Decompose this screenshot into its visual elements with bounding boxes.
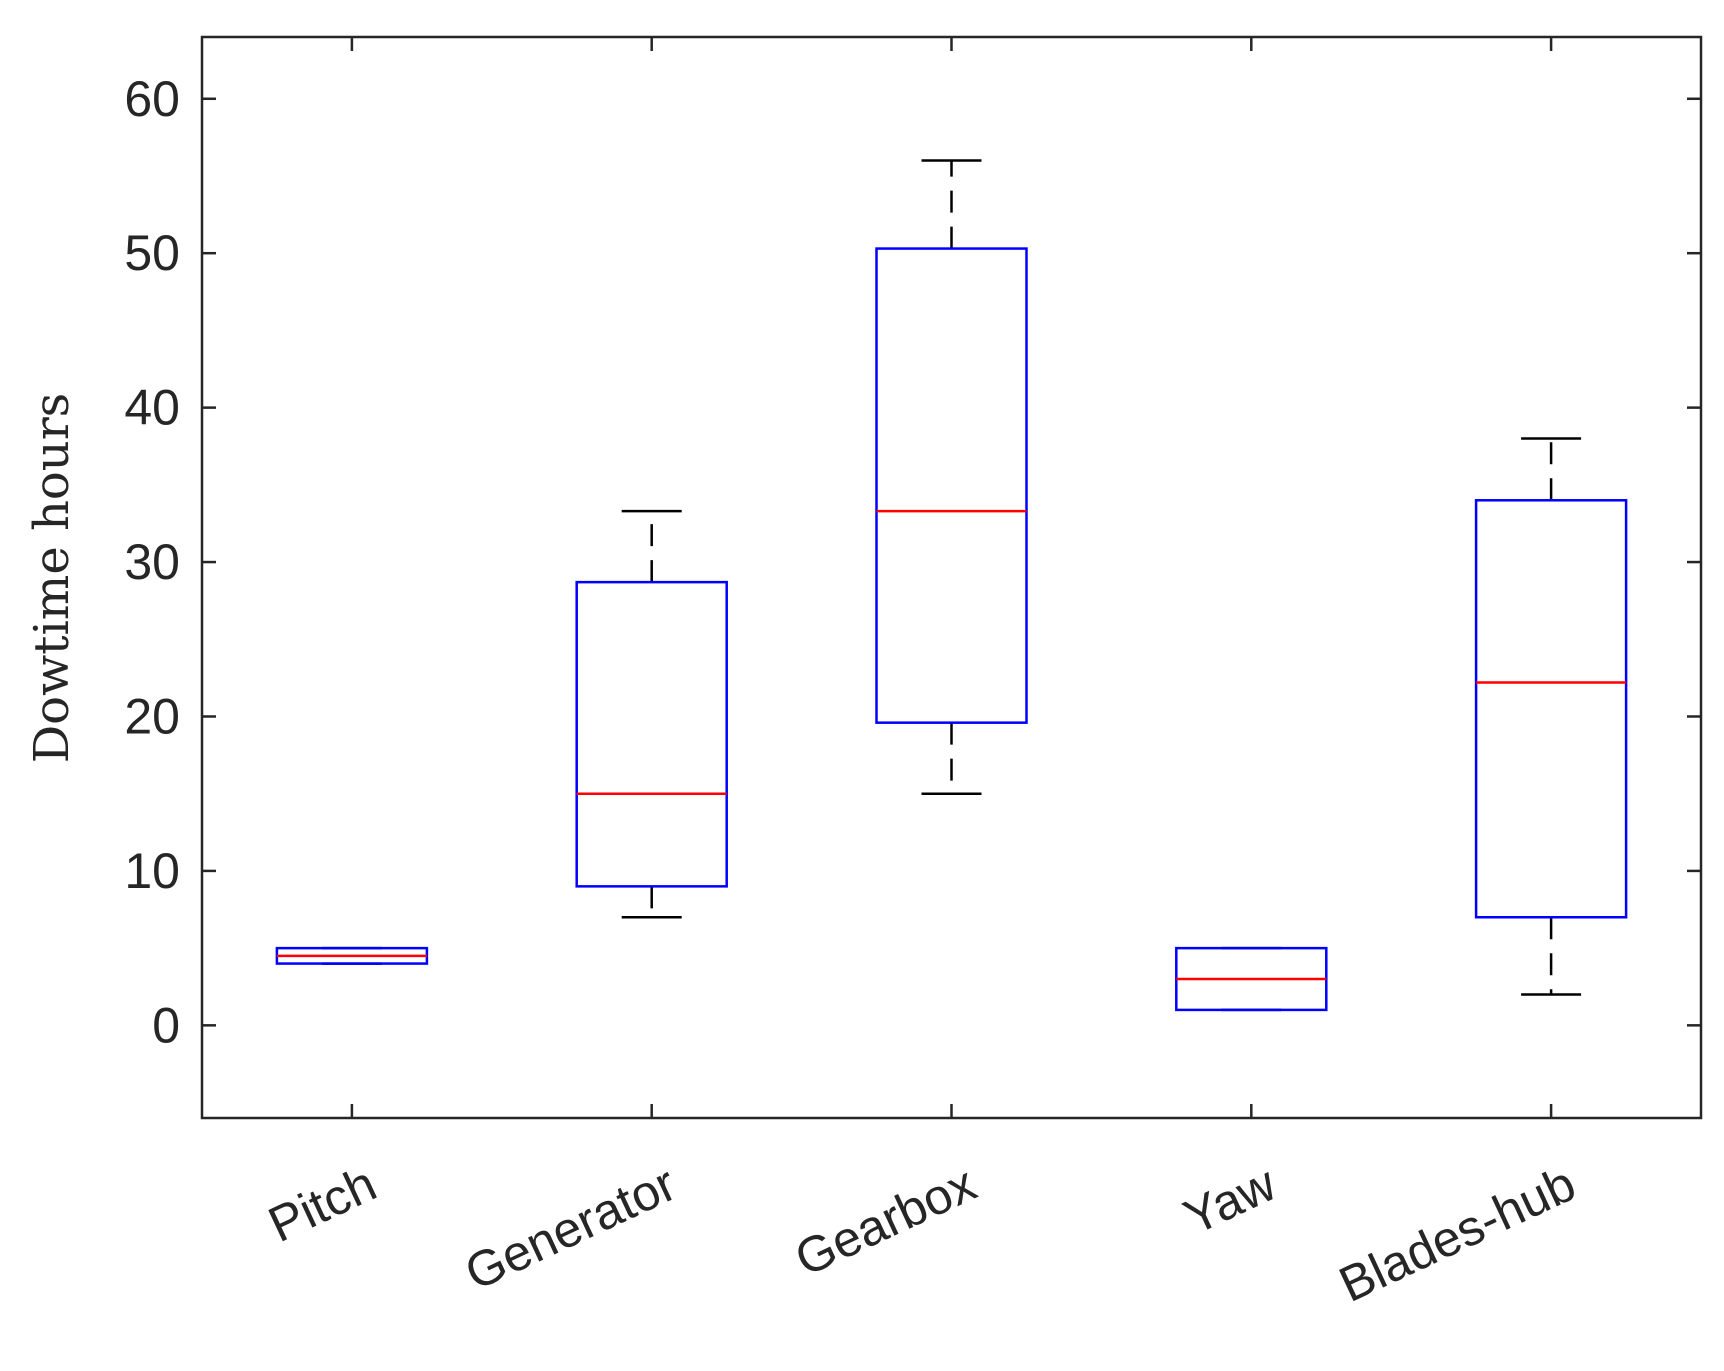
y-tick-label: 60 [124,71,180,127]
y-axis-title: Dowtime hours [24,393,80,764]
box-iqr [575,580,728,888]
x-tick-label: Generator [457,1155,685,1301]
x-tick-label: Gearbox [787,1155,984,1287]
box-iqr [1474,499,1628,919]
y-tick-label: 40 [124,380,180,436]
y-tick-label: 20 [124,688,180,744]
y-tick-label: 10 [124,843,180,899]
labels-layer: 0 10 20 30 40 50 60 Pitch Generator Gearbox Yaw Bla… [124,71,1583,1313]
x-tick-label: Pitch [260,1155,384,1253]
x-tick-label: Blades-hub [1331,1155,1584,1313]
y-tick-label: 0 [152,997,180,1053]
y-tick-label: 50 [124,225,180,281]
marks-layer [275,159,1628,1012]
ticks-layer [202,37,1701,1118]
x-tick-label: Yaw [1175,1155,1284,1246]
box-iqr [875,247,1028,724]
y-tick-label: 30 [124,534,180,590]
